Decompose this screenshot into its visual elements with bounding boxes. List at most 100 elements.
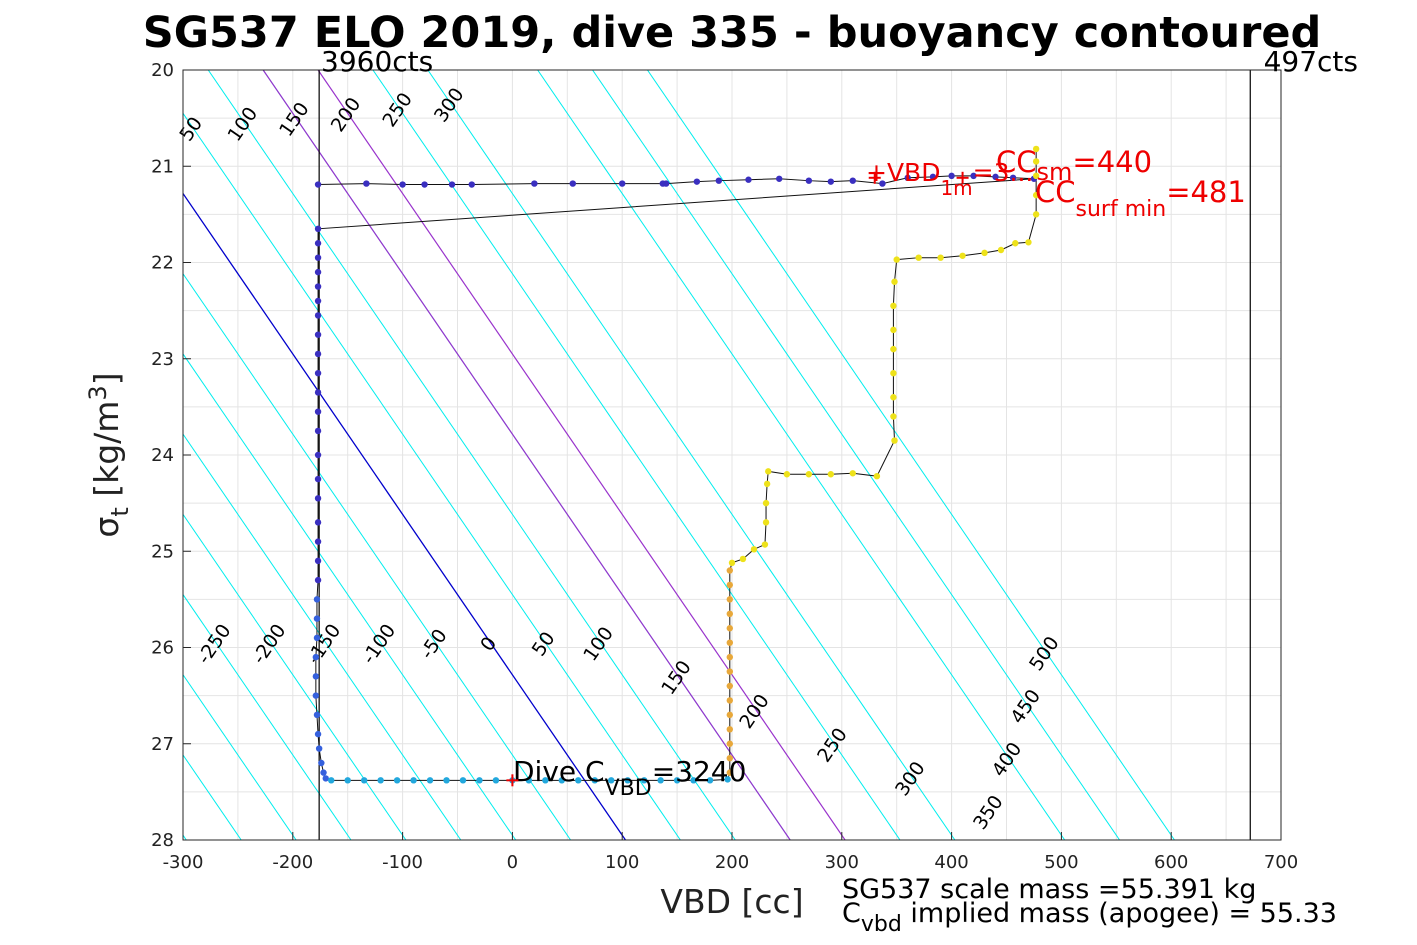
track-point-descent-steps [1012,240,1019,247]
contour-line-cyan [183,593,352,840]
contour-line-cyan [372,70,901,840]
annotation-vbd-1m: +VBD1m=3... [866,158,1033,200]
annotation-dive-cvbd-sub: VBD [605,776,652,801]
track-point-ascent-left [314,475,322,483]
contour-line-cyan [537,70,1066,840]
red-markers [506,171,969,787]
track-point-descent-steps [1032,211,1040,218]
track-point-descent-steps [915,254,922,261]
track-point-descent-steps [763,480,771,488]
y-axis-label: σt [kg/m3] [84,372,134,537]
track-point-ascent-upper [693,178,701,185]
track-point-bottom-horizontal [410,777,417,784]
annotation-cc-sm-sub: sm [1037,158,1073,186]
track-point-ascent-left [314,495,322,502]
track-point-ascent-left [314,240,322,247]
track-point-descent-steps [783,471,791,478]
track-point-bottom-horizontal [624,777,631,784]
y-axis-label-unit-sup: 3 [84,385,112,400]
track-point-ascent-upper [805,177,813,184]
track-point-ascent-upper [849,177,856,184]
track-point-ascent-left [314,350,322,358]
footnote-cvbd-rest: implied mass (apogee) = 55.33 [902,898,1337,929]
track-point-descent-steps [849,470,856,477]
track-point-descent-steps [891,278,898,285]
track-point-descent-steps [750,546,758,553]
track-point-ascent-bottom-curve [313,615,321,622]
track-point-descent-steps [997,246,1005,254]
track-point-bottom-horizontal [393,777,401,784]
track-point-descent-steps [1032,172,1040,180]
contour-line-cyan [207,70,736,840]
x-tick-label: 400 [934,852,968,873]
y-tick-label: 23 [151,349,174,370]
track-point-bottom-horizontal [443,777,450,784]
annotation-cc-sm: CCsm=440 [996,145,1152,186]
y-tick-label: 22 [151,253,174,274]
annotation-cc-sm-value: =440 [1072,145,1152,179]
track-point-descent-steps [1032,191,1040,199]
x-tick-label: 100 [605,852,639,873]
footnote-cvbd-base: C [842,898,861,929]
track-point-ascent-left [314,268,322,276]
contour-line-magenta [262,70,791,840]
y-axis-label-sub: t [106,507,134,516]
x-tick-label: 500 [1044,852,1078,873]
track-point-ascent-left [314,254,322,261]
y-tick-label: 20 [151,60,174,81]
contour-line-cyan [0,12,171,898]
track-point-descent-steps [890,369,897,377]
track-point-descent-vertical-low [726,596,734,603]
track-point-ascent-left [314,451,322,459]
x-tick-label: -300 [163,852,204,873]
track-point-ascent-left [314,389,322,396]
track-point-ascent-upper [992,173,999,181]
track-point-ascent-bottom-curve [313,634,321,642]
track-point-ascent-left [314,427,322,435]
track-point-bottom-horizontal [459,777,467,784]
track-point-ascent-left [314,408,322,415]
y-axis-label-base: σ [87,517,126,538]
annotation-cc-surf-min-value: =481 [1166,175,1246,209]
track-point-descent-vertical-low [726,610,734,618]
contour-line-cyan [183,112,681,840]
track-point-ascent-left [314,557,322,565]
contour-line-cyan [591,70,1121,840]
track-point-ascent-left [314,538,322,545]
track-point-descent-steps [891,437,898,444]
track-point-ascent-upper [879,180,886,187]
y-tick-label: 24 [151,445,174,466]
annotation-dive-cvbd-text: Dive C [513,755,605,788]
track-point-bottom-horizontal [690,777,697,784]
track-point-descent-vertical-low [726,740,734,747]
track-point-ascent-left [314,297,322,305]
track-point-ascent-upper [1009,174,1017,181]
contour-line-magenta [317,70,846,840]
y-tick-label: 28 [151,830,174,851]
annotation-vbd-1m-value: =3... [973,158,1034,187]
x-tick-label: -200 [272,852,313,873]
track-point-ascent-upper [904,174,911,181]
y-axis-label-unit-pre: [kg/m [87,401,126,508]
track-point-bottom-horizontal [724,776,731,783]
track-point-ascent-upper [662,180,670,187]
track-point-bottom-horizontal [657,777,664,784]
contour-line-cyan [183,433,462,840]
track-point-bottom-horizontal [558,777,566,784]
track-point-bottom-horizontal [360,777,368,784]
track-point-descent-steps [890,394,897,401]
track-point-ascent-left [314,331,322,338]
track-point-bottom-horizontal [476,777,483,784]
x-axis-label: VBD [cc] [660,882,803,921]
track-point-descent-steps [890,345,897,353]
track-point-ascent-upper [314,181,322,188]
x-tick-label: -100 [382,852,423,873]
track-point-descent-steps [739,555,747,563]
track-point-descent-steps [762,519,770,526]
track-point-descent-steps [1032,145,1040,153]
y-tick-labels: 20 21 22 23 24 25 26 27 28 [151,60,191,851]
track-point-ascent-upper [421,181,428,188]
track-point-ascent-bottom-curve [322,775,329,782]
track-point-ascent-left [314,312,322,319]
track-point-ascent-upper [363,180,370,187]
